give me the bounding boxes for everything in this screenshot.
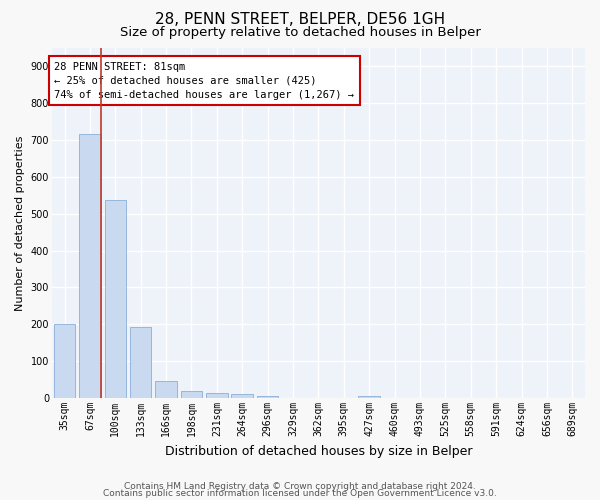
Text: Contains HM Land Registry data © Crown copyright and database right 2024.: Contains HM Land Registry data © Crown c… (124, 482, 476, 491)
Bar (130, 327, 151, 398)
Bar (79, 134, 101, 398)
Bar (104, 200, 126, 398)
X-axis label: Distribution of detached houses by size in Belper: Distribution of detached houses by size … (164, 444, 472, 458)
Bar (358, 396, 380, 398)
Bar (155, 381, 177, 398)
Bar (232, 394, 253, 398)
Text: 28 PENN STREET: 81sqm
← 25% of detached houses are smaller (425)
74% of semi-det: 28 PENN STREET: 81sqm ← 25% of detached … (55, 62, 355, 100)
Bar (54, 324, 76, 398)
Text: Contains public sector information licensed under the Open Government Licence v3: Contains public sector information licen… (103, 490, 497, 498)
Text: 28, PENN STREET, BELPER, DE56 1GH: 28, PENN STREET, BELPER, DE56 1GH (155, 12, 445, 28)
Bar (206, 392, 227, 398)
Bar (181, 391, 202, 398)
Text: Size of property relative to detached houses in Belper: Size of property relative to detached ho… (119, 26, 481, 39)
Bar (257, 396, 278, 398)
Y-axis label: Number of detached properties: Number of detached properties (15, 135, 25, 310)
